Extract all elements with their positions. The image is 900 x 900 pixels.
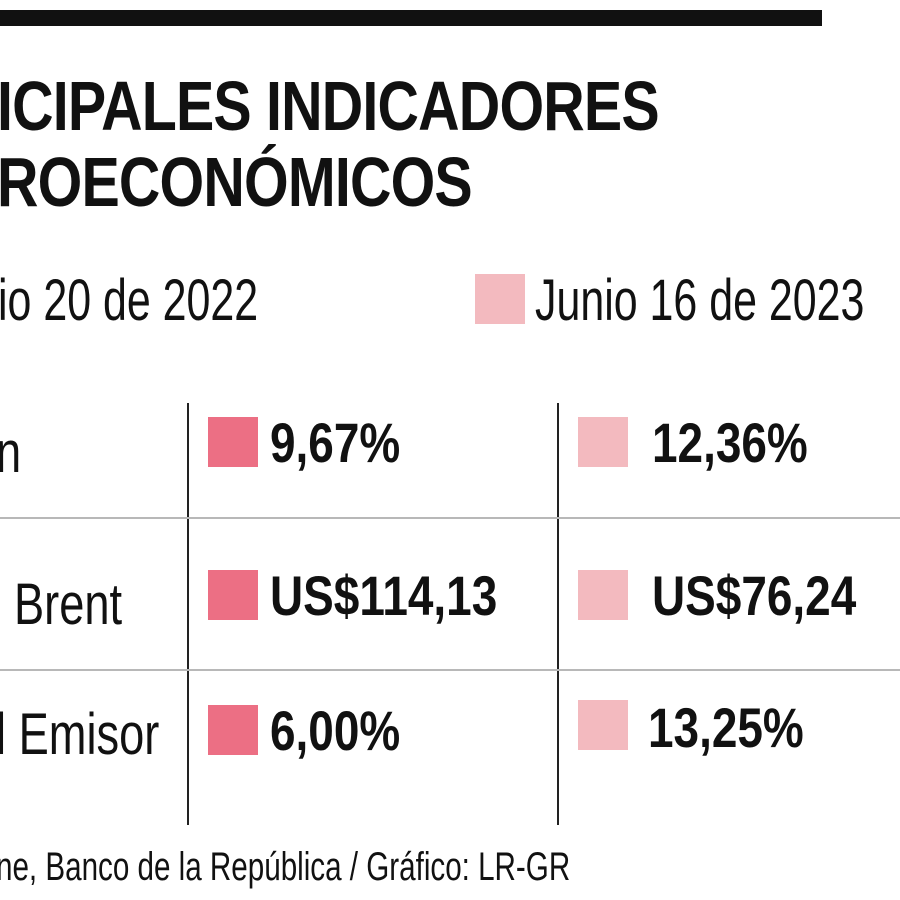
row-value-2023: US$76,24 (652, 564, 857, 627)
source-note: ne, Banco de la República / Gráfico: LR-… (0, 845, 571, 889)
row-swatch-2023 (578, 417, 628, 467)
row-swatch-2022 (208, 705, 258, 755)
row-divider-2 (0, 669, 900, 671)
chart-title: ICIPALES INDICADORES ROECONÓMICOS (0, 67, 660, 221)
row-value-2023: 13,25% (648, 696, 804, 759)
column-divider-1 (187, 403, 189, 825)
column-divider-2 (557, 403, 559, 825)
top-rule (0, 10, 822, 26)
row-value-2022: 9,67% (270, 411, 401, 474)
legend-label-2023: Junio 16 de 2023 (535, 268, 865, 333)
row-swatch-2022 (208, 570, 258, 620)
row-label: l Emisor (0, 702, 160, 767)
row-value-2022: US$114,13 (270, 564, 498, 627)
row-value-2023: 12,36% (652, 411, 808, 474)
row-swatch-2023 (578, 700, 628, 750)
title-line-1: ICIPALES INDICADORES (0, 67, 660, 145)
row-divider-1 (0, 517, 900, 519)
row-label: Brent (14, 572, 123, 637)
row-label: n (0, 418, 21, 488)
legend-label-2022: io 20 de 2022 (0, 268, 259, 333)
row-value-2022: 6,00% (270, 699, 401, 762)
row-swatch-2022 (208, 417, 258, 467)
legend-swatch-2023 (475, 274, 525, 324)
row-swatch-2023 (578, 570, 628, 620)
title-line-2: ROECONÓMICOS (0, 143, 473, 221)
